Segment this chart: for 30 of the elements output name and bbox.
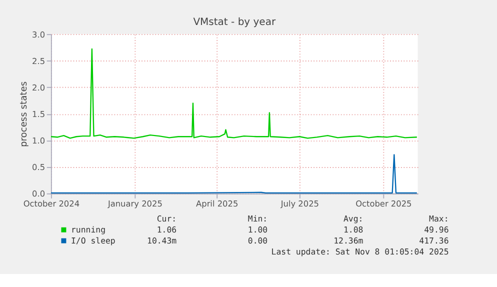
text: Avg: — [343, 214, 364, 224]
text: 1.08 — [343, 224, 364, 235]
x-tick-label: October 2025 — [356, 198, 412, 209]
x-tick-label: January 2025 — [106, 198, 162, 209]
text: Last update: Sat Nov 8 01:05:04 2025 — [271, 246, 449, 256]
text: 0.00 — [248, 236, 268, 246]
y-tick-label: 2.5 — [32, 56, 46, 66]
text: 10.43m — [147, 236, 177, 246]
text: Max: — [429, 214, 449, 224]
line-series — [50, 48, 418, 139]
y-tick-label: 1.5 — [32, 108, 46, 119]
text: 417.36 — [419, 236, 449, 246]
legend-label: running — [71, 224, 106, 235]
text: 49.96 — [424, 224, 449, 235]
x-tick-label: October 2024 — [23, 198, 80, 209]
y-tick-label: 2.0 — [32, 82, 46, 92]
x-tick-label: April 2025 — [196, 198, 238, 209]
y-tick-label: 1.0 — [32, 136, 46, 146]
text: 12.36m — [334, 236, 364, 246]
y-tick-label: 3.0 — [32, 29, 46, 40]
chart-title: VMstat - by year — [193, 17, 276, 28]
text: Cur: — [156, 214, 177, 224]
y-tick-label: 0.5 — [32, 162, 46, 172]
text: 1.06 — [156, 224, 177, 235]
text: Min: — [248, 214, 268, 224]
legend-label: I/O sleep — [71, 236, 116, 246]
text: 1.00 — [248, 224, 268, 235]
y-axis-title: process states — [20, 81, 30, 148]
y-tick-label: 0.0 — [32, 188, 46, 199]
x-tick-label: July 2025 — [280, 198, 320, 209]
